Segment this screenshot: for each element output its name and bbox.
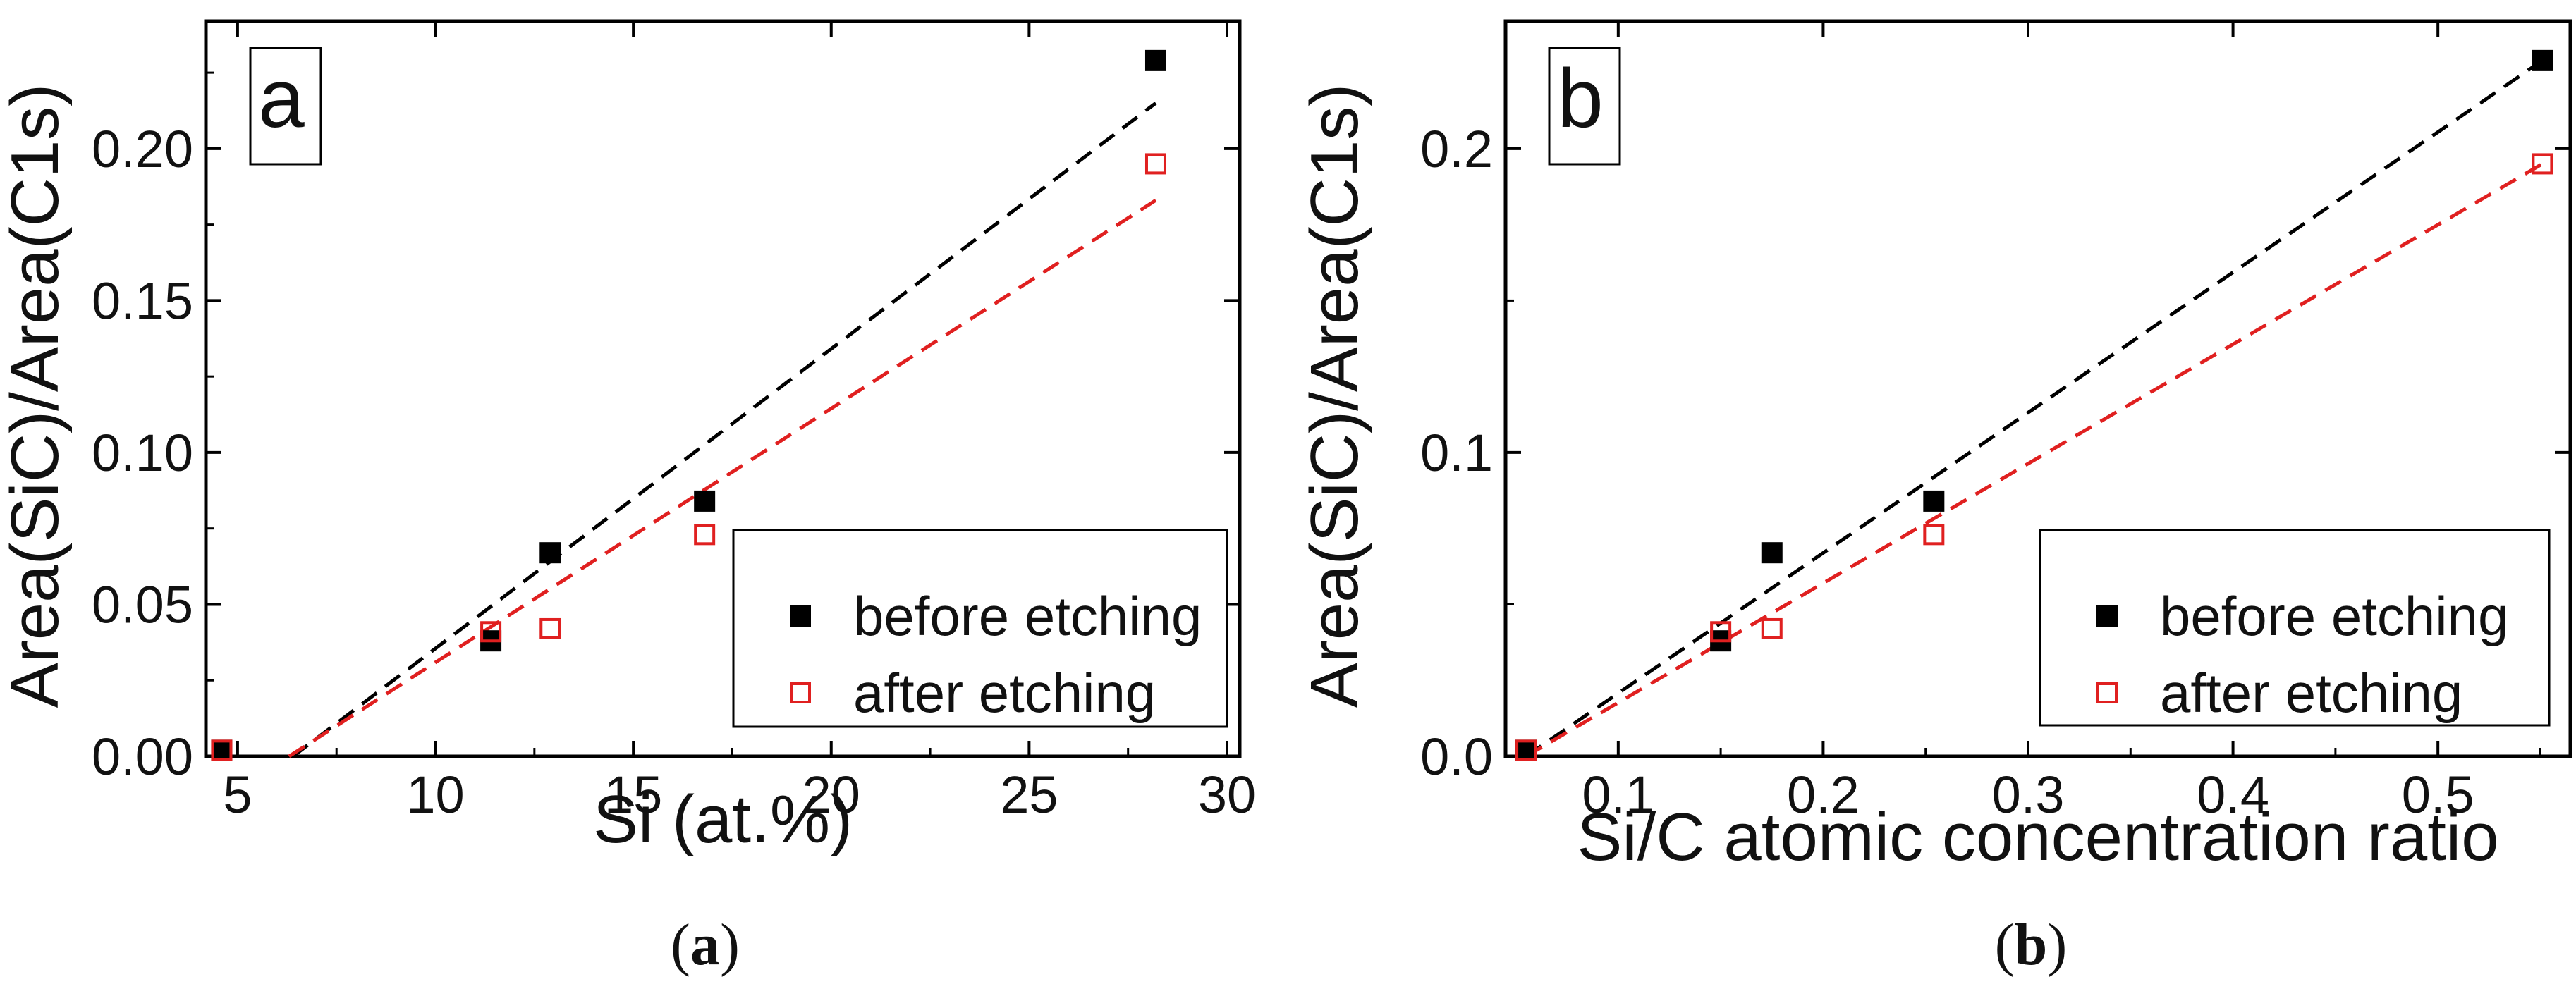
caption-paren: ( [671, 912, 690, 978]
legend-label: before etching [2160, 585, 2508, 647]
legend-marker-before-etching [790, 605, 811, 627]
panel-caption: (b) [1995, 912, 2068, 978]
fit-line-after-etching [1525, 162, 2544, 758]
x-axis-title: Si (at.%) [593, 782, 853, 857]
data-point-after-etching [1923, 524, 1945, 546]
x-tick-label: 0.5 [2402, 765, 2474, 824]
legend-label: before etching [853, 585, 1202, 647]
x-tick-label: 15 [604, 765, 662, 824]
plot-frame [1503, 19, 2572, 758]
caption-paren: ) [720, 912, 740, 978]
data-point-before-etching [2532, 49, 2553, 71]
x-tick-label: 10 [406, 765, 464, 824]
y-tick-label: 0.05 [92, 575, 193, 634]
data-point-before-etching [1515, 739, 1537, 761]
y-tick-label: 0.1 [1420, 424, 1493, 482]
y-tick-label: 0.15 [92, 271, 193, 330]
y-tick-label: 0.00 [92, 727, 193, 786]
x-axis-title: Si/C atomic concentration ratio [1577, 799, 2498, 875]
legend-box [732, 529, 1228, 728]
panel-caption: (a) [671, 912, 740, 978]
data-point-after-etching [1761, 617, 1783, 639]
data-point-before-etching [1761, 542, 1783, 564]
y-tick-label: 0.20 [92, 120, 193, 178]
y-axis-title: Area(SiC)/Area(C1s) [0, 84, 73, 708]
y-tick-label: 0.10 [92, 424, 193, 482]
panel-letter-box [1548, 47, 1621, 166]
data-point-after-etching [480, 621, 502, 643]
legend-label: after etching [2160, 662, 2462, 724]
panel-letter: a [258, 52, 305, 145]
data-point-after-etching [1144, 153, 1166, 175]
legend-marker-after-etching [790, 682, 811, 703]
data-point-before-etching [1923, 490, 1945, 512]
caption-paren: ( [1995, 912, 2015, 978]
data-point-after-etching [1710, 621, 1732, 643]
x-tick-label: 0.3 [1992, 765, 2065, 824]
data-point-before-etching [211, 739, 233, 761]
legend-label: after etching [853, 662, 1156, 724]
plot-frame [204, 19, 1242, 758]
y-tick-label: 0.0 [1420, 727, 1493, 786]
legend-box [2039, 529, 2551, 727]
data-point-before-etching [1144, 49, 1166, 71]
data-point-before-etching [539, 542, 561, 564]
caption-letter: b [2015, 912, 2048, 978]
fit-line-before-etching [1525, 59, 2544, 758]
x-tick-label: 30 [1198, 765, 1256, 824]
data-point-after-etching [539, 617, 561, 639]
y-tick-label: 0.2 [1420, 120, 1493, 178]
legend-marker-before-etching [2096, 605, 2118, 627]
data-point-before-etching [694, 490, 716, 512]
x-tick-label: 0.4 [2197, 765, 2269, 824]
x-tick-label: 5 [223, 765, 252, 824]
panel-letter: b [1557, 52, 1604, 145]
panel-letter-box [249, 47, 322, 166]
data-point-after-etching [211, 739, 233, 761]
data-point-after-etching [2532, 153, 2553, 175]
panel-b: 0.1 0.2 0.3 0.4 0.50.00.10.2Si/C atomic conc… [1297, 19, 2572, 978]
panel-a: 5 10 15 20 25 30 0.00 0.05 0.10 0.15 0.20 Si (at.%)… [0, 19, 1256, 978]
x-tick-label: 25 [1000, 765, 1058, 824]
caption-letter: a [690, 912, 720, 978]
caption-paren: ) [2047, 912, 2067, 978]
data-point-after-etching [1515, 739, 1537, 761]
y-axis-title: Area(SiC)/Area(C1s) [1297, 84, 1372, 708]
data-point-after-etching [694, 524, 716, 546]
legend-marker-after-etching [2096, 682, 2118, 703]
x-tick-label: 20 [802, 765, 860, 824]
x-tick-label: 0.2 [1787, 765, 1860, 824]
x-tick-label: 0.1 [1582, 765, 1654, 824]
fit-line-before-etching [291, 102, 1157, 758]
